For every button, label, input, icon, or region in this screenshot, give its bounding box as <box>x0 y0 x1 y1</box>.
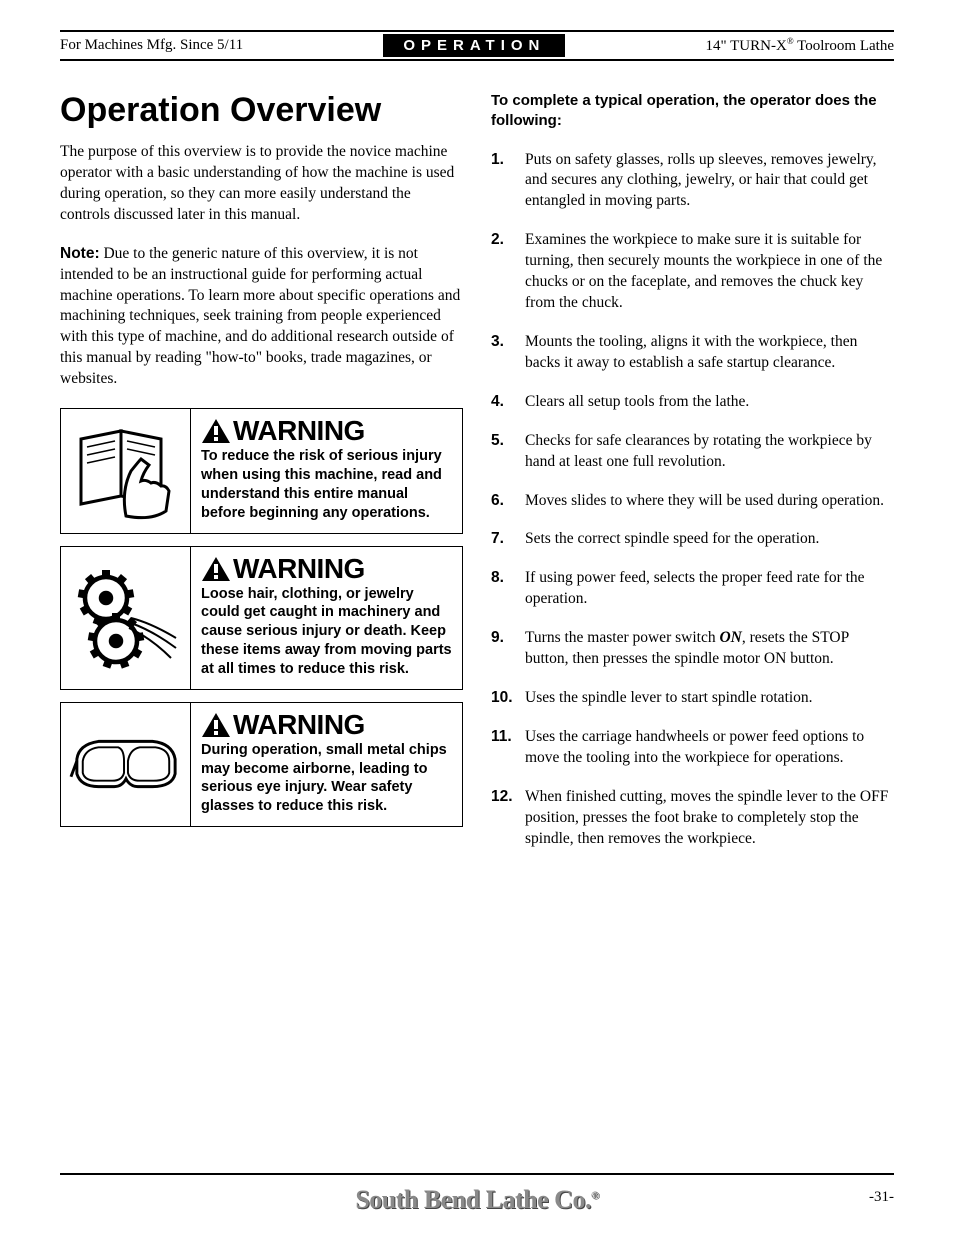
left-column: Operation Overview The purpose of this o… <box>60 91 463 868</box>
step-number: 10. <box>491 688 525 709</box>
safety-glasses-icon <box>69 729 182 799</box>
page-header: For Machines Mfg. Since 5/11 OPERATION 1… <box>60 30 894 61</box>
step-number: 3. <box>491 332 525 374</box>
read-manual-icon <box>71 421 181 521</box>
header-right-suffix: Toolroom Lathe <box>794 38 894 54</box>
warning-label: WARNING <box>233 709 365 741</box>
intro-paragraph: The purpose of this overview is to provi… <box>60 142 463 226</box>
steps-lead-text: To complete a typical operation, the ope… <box>491 91 894 132</box>
step-number: 8. <box>491 568 525 610</box>
content-columns: Operation Overview The purpose of this o… <box>60 91 894 868</box>
registered-mark: ® <box>787 36 794 46</box>
note-body: Due to the generic nature of this overvi… <box>60 245 460 388</box>
warning-text-cell: WARNING Loose hair, clothing, or jewelry… <box>191 547 462 689</box>
warning-heading: WARNING <box>201 415 452 447</box>
page-number: -31- <box>869 1189 894 1206</box>
step-text: Clears all setup tools from the lathe. <box>525 392 894 413</box>
step-item: 11.Uses the carriage handwheels or power… <box>491 727 894 769</box>
warning-box-loose-clothing: WARNING Loose hair, clothing, or jewelry… <box>60 546 463 690</box>
note-label: Note: <box>60 245 100 262</box>
step-item: 4.Clears all setup tools from the lathe. <box>491 392 894 413</box>
emphasis-on: ON <box>719 629 741 646</box>
step-text: Uses the carriage handwheels or power fe… <box>525 727 894 769</box>
header-right-prefix: 14" TURN-X <box>706 38 787 54</box>
step-item: 7.Sets the correct spindle speed for the… <box>491 529 894 550</box>
operation-steps-list: 1.Puts on safety glasses, rolls up sleev… <box>491 150 894 850</box>
warning-label: WARNING <box>233 553 365 585</box>
header-right: 14" TURN-X® Toolroom Lathe <box>706 36 894 55</box>
warning-body-text: During operation, small metal chips may … <box>201 741 452 816</box>
warning-icon-cell <box>61 547 191 689</box>
warning-text-cell: WARNING To reduce the risk of serious in… <box>191 409 462 532</box>
step-item: 3.Mounts the tooling, aligns it with the… <box>491 332 894 374</box>
step-text: When finished cutting, moves the spindle… <box>525 787 894 850</box>
step-number: 12. <box>491 787 525 850</box>
step-item: 5.Checks for safe clearances by rotating… <box>491 431 894 473</box>
warning-body-text: Loose hair, clothing, or jewelry could g… <box>201 585 452 679</box>
gears-entanglement-icon <box>71 563 181 673</box>
step-number: 4. <box>491 392 525 413</box>
alert-triangle-icon <box>201 556 231 582</box>
registered-mark: ® <box>591 1189 599 1201</box>
page-title: Operation Overview <box>60 91 463 130</box>
header-left: For Machines Mfg. Since 5/11 <box>60 37 243 54</box>
warning-box-read-manual: WARNING To reduce the risk of serious in… <box>60 408 463 533</box>
step-item: 12.When finished cutting, moves the spin… <box>491 787 894 850</box>
warning-icon-cell <box>61 703 191 826</box>
step-number: 2. <box>491 230 525 314</box>
step-item: 9.Turns the master power switch ON, rese… <box>491 628 894 670</box>
right-column: To complete a typical operation, the ope… <box>491 91 894 868</box>
warning-body-text: To reduce the risk of serious injury whe… <box>201 447 452 522</box>
step-item: 6.Moves slides to where they will be use… <box>491 491 894 512</box>
step-text: If using power feed, selects the proper … <box>525 568 894 610</box>
warning-text-cell: WARNING During operation, small metal ch… <box>191 703 462 826</box>
step-number: 9. <box>491 628 525 670</box>
page-footer: South Bend Lathe Co.® -31- <box>60 1173 894 1215</box>
step-item: 8.If using power feed, selects the prope… <box>491 568 894 610</box>
step-text: Sets the correct spindle speed for the o… <box>525 529 894 550</box>
step-item: 10.Uses the spindle lever to start spind… <box>491 688 894 709</box>
step-text: Turns the master power switch ON, resets… <box>525 628 894 670</box>
warning-box-safety-glasses: WARNING During operation, small metal ch… <box>60 702 463 827</box>
step-text: Moves slides to where they will be used … <box>525 491 894 512</box>
step-number: 6. <box>491 491 525 512</box>
manual-page: For Machines Mfg. Since 5/11 OPERATION 1… <box>0 0 954 1235</box>
step-text: Mounts the tooling, aligns it with the w… <box>525 332 894 374</box>
alert-triangle-icon <box>201 712 231 738</box>
step-text: Puts on safety glasses, rolls up sleeves… <box>525 150 894 213</box>
step-number: 5. <box>491 431 525 473</box>
warning-label: WARNING <box>233 415 365 447</box>
step-text: Uses the spindle lever to start spindle … <box>525 688 894 709</box>
footer-logo: South Bend Lathe Co.® <box>355 1185 598 1215</box>
header-section-badge: OPERATION <box>383 34 565 57</box>
step-number: 7. <box>491 529 525 550</box>
warning-icon-cell <box>61 409 191 532</box>
warning-heading: WARNING <box>201 553 452 585</box>
footer-logo-text: South Bend Lathe Co. <box>355 1185 591 1214</box>
step-text: Examines the workpiece to make sure it i… <box>525 230 894 314</box>
warning-heading: WARNING <box>201 709 452 741</box>
step-item: 1.Puts on safety glasses, rolls up sleev… <box>491 150 894 213</box>
step-number: 1. <box>491 150 525 213</box>
alert-triangle-icon <box>201 418 231 444</box>
step-item: 2.Examines the workpiece to make sure it… <box>491 230 894 314</box>
step-text: Checks for safe clearances by rotating t… <box>525 431 894 473</box>
step-number: 11. <box>491 727 525 769</box>
note-paragraph: Note: Due to the generic nature of this … <box>60 244 463 390</box>
